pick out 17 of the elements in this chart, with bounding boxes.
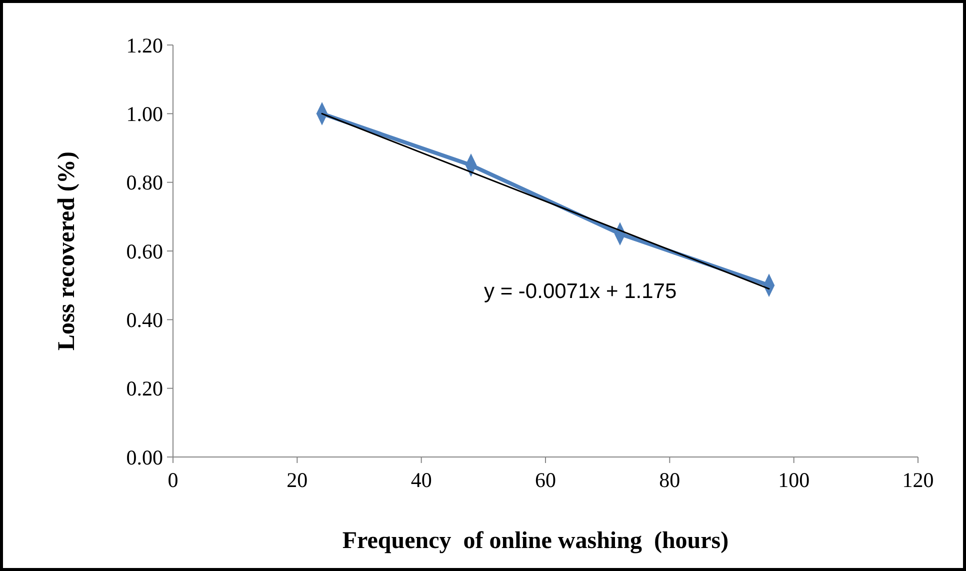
annotation: y = -0.0071x + 1.175 xyxy=(484,280,677,303)
y-tick-label: 0.40 xyxy=(126,308,163,332)
y-tick-label: 1.20 xyxy=(126,33,163,58)
y-tick-label: 1.00 xyxy=(126,102,163,126)
y-tick-label: 0.00 xyxy=(126,445,163,470)
y-tick-label: 0.60 xyxy=(126,239,163,264)
x-tick-label: 80 xyxy=(659,468,680,492)
y-axis-title: Loss recovered (%) xyxy=(54,151,80,351)
x-tick-label: 100 xyxy=(778,468,810,492)
y-tick-label: 0.20 xyxy=(126,376,163,401)
x-tick-label: 40 xyxy=(410,468,432,492)
x-tick-label: 120 xyxy=(902,468,934,492)
y-tick-label: 0.80 xyxy=(126,170,163,195)
x-tick-label: 20 xyxy=(286,468,308,492)
x-tick-label: 0 xyxy=(168,468,178,492)
x-tick-label: 60 xyxy=(535,468,556,492)
x-axis-title: Frequency of online washing (hours) xyxy=(342,528,729,554)
